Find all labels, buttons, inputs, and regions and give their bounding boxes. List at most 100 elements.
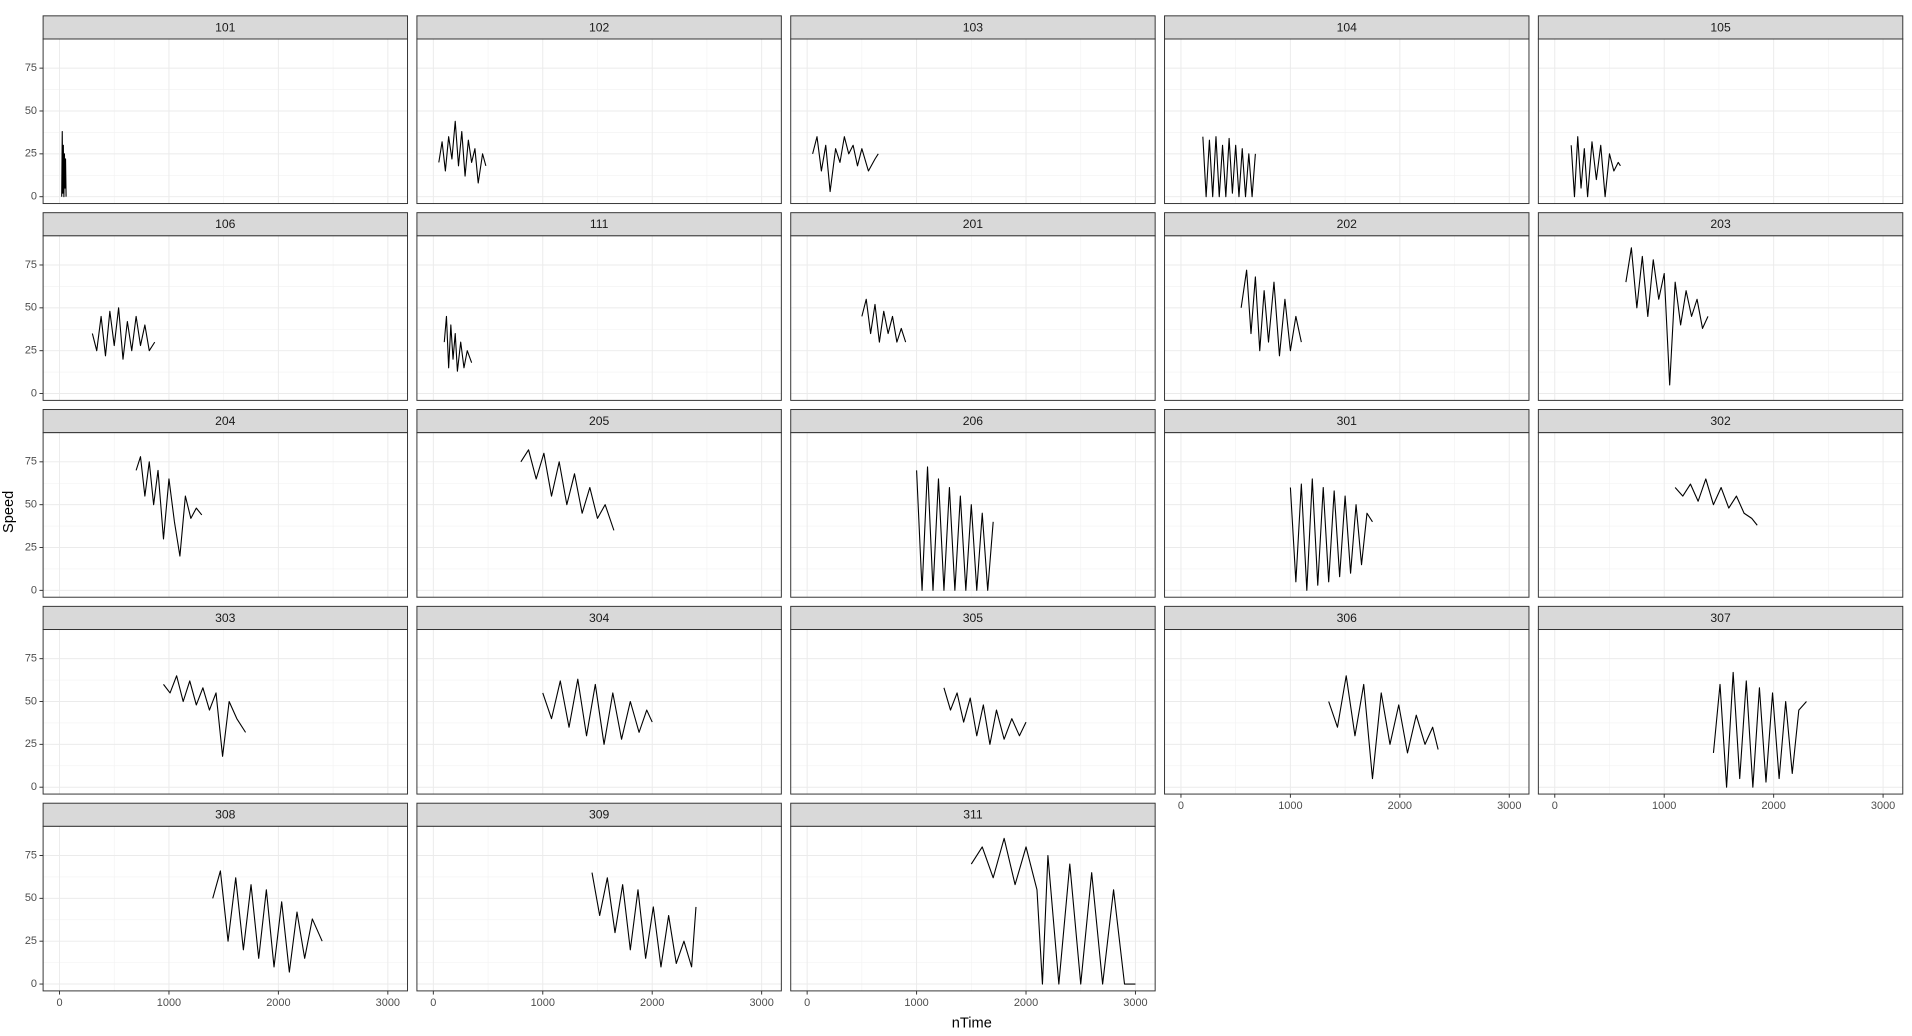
panel-bg (1538, 235, 1903, 401)
panel-border (42, 629, 409, 795)
x-tick-label: 0 (1178, 800, 1184, 812)
panel-border (42, 38, 409, 205)
panel-bg (416, 235, 782, 401)
y-axis-title: Speed (1, 491, 17, 533)
facet-label: 204 (215, 414, 236, 428)
panel-border (790, 38, 1156, 205)
x-tick-label: 0 (1552, 800, 1558, 812)
y-tick-label: 50 (25, 499, 37, 511)
panel-border (1537, 38, 1904, 205)
panel-border (42, 825, 409, 992)
facet-label: 106 (215, 217, 236, 231)
facet-label: 206 (963, 414, 984, 428)
panel-border (1164, 38, 1530, 205)
panel-bg (1164, 39, 1529, 204)
y-tick-label: 25 (25, 345, 37, 357)
facet-label: 305 (963, 611, 984, 625)
x-tick-label: 1000 (531, 997, 555, 1009)
series-line (135, 456, 203, 557)
series-line (812, 136, 879, 193)
x-tick-label: 2000 (266, 997, 290, 1009)
panel-bg (43, 826, 408, 991)
y-tick-label: 75 (25, 456, 37, 468)
series-line (1674, 478, 1758, 526)
panel-bg (43, 629, 408, 795)
panel-bg (1164, 629, 1529, 795)
series-line (591, 872, 697, 968)
x-tick-label: 2000 (1388, 800, 1412, 812)
facet-label: 201 (963, 217, 984, 231)
facet-label: 303 (215, 611, 236, 625)
series-line (542, 678, 653, 745)
series-line (1328, 675, 1439, 780)
y-tick-label: 50 (25, 105, 37, 117)
x-tick-label: 2000 (640, 997, 664, 1009)
panel-bg (416, 39, 782, 204)
panel-border (416, 629, 782, 795)
x-tick-label: 3000 (1123, 997, 1147, 1009)
panel-bg (790, 39, 1156, 204)
y-tick-label: 25 (25, 738, 37, 750)
y-tick-label: 75 (25, 259, 37, 271)
x-tick-label: 1000 (904, 997, 928, 1009)
y-tick-label: 50 (25, 892, 37, 904)
y-tick-label: 25 (25, 541, 37, 553)
panel-bg (43, 432, 408, 598)
series-line (1712, 671, 1807, 788)
series-line (943, 687, 1027, 745)
panel-border (416, 825, 782, 992)
series-line (1570, 136, 1621, 198)
panel-bg (790, 432, 1156, 598)
x-tick-label: 2000 (1014, 997, 1038, 1009)
facet-label: 311 (963, 808, 983, 822)
facet-label: 102 (589, 20, 610, 34)
panel-border (1164, 432, 1530, 598)
series-line (861, 298, 907, 343)
x-tick-label: 1000 (157, 997, 181, 1009)
x-tick-label: 0 (804, 997, 810, 1009)
series-line (1202, 136, 1256, 198)
x-tick-label: 2000 (1761, 800, 1785, 812)
x-tick-label: 3000 (1871, 800, 1895, 812)
series-line (1625, 247, 1709, 386)
panel-border (790, 629, 1156, 795)
facet-label: 104 (1337, 20, 1358, 34)
y-tick-label: 0 (31, 781, 37, 793)
panel-border (1537, 629, 1904, 795)
panel-bg (1164, 235, 1529, 401)
panel-bg (416, 826, 782, 991)
x-tick-label: 0 (56, 997, 62, 1009)
y-tick-label: 75 (25, 849, 37, 861)
y-tick-label: 0 (31, 978, 37, 990)
y-tick-label: 75 (25, 62, 37, 74)
series-line (212, 870, 323, 973)
series-line (520, 449, 615, 531)
facet-label: 105 (1710, 20, 1731, 34)
facet-label: 205 (589, 414, 610, 428)
panel-border (1164, 235, 1530, 401)
y-tick-label: 0 (31, 387, 37, 399)
x-tick-label: 3000 (749, 997, 773, 1009)
facet-label: 301 (1337, 414, 1358, 428)
panel-border (42, 235, 409, 401)
facet-label: 302 (1710, 414, 1731, 428)
panel-border (416, 432, 782, 598)
y-tick-label: 0 (31, 584, 37, 596)
panel-border (1537, 235, 1904, 401)
x-tick-label: 1000 (1652, 800, 1676, 812)
series-line (1289, 478, 1373, 591)
facet-label: 101 (215, 20, 236, 34)
facet-label: 103 (963, 20, 984, 34)
panel-border (1164, 629, 1530, 795)
series-line (61, 131, 67, 198)
facet-label: 308 (215, 808, 236, 822)
panel-bg (43, 39, 408, 204)
panel-bg (1538, 629, 1903, 795)
y-tick-label: 75 (25, 653, 37, 665)
panel-border (42, 432, 409, 598)
facet-label: 306 (1337, 611, 1358, 625)
panel-bg (790, 235, 1156, 401)
facet-label: 202 (1337, 217, 1358, 231)
